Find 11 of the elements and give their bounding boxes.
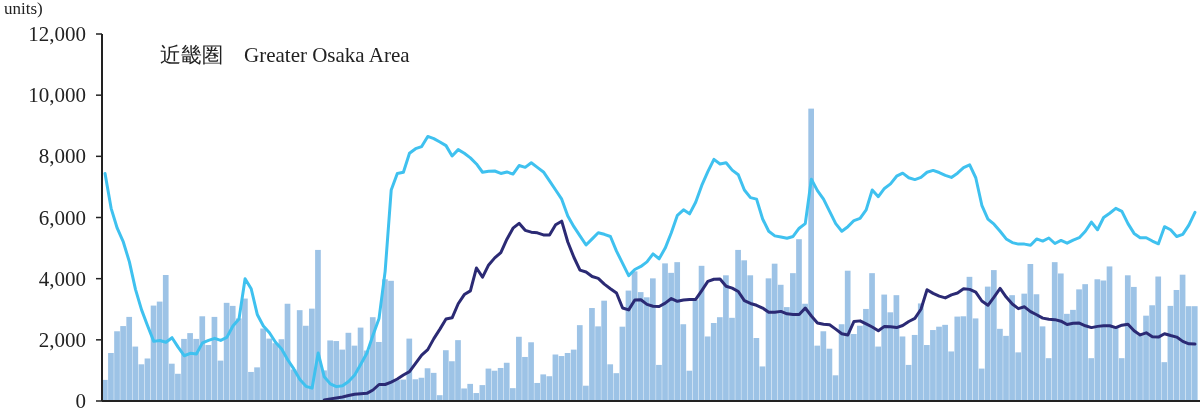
y-tick-label: 12,000 <box>28 22 86 46</box>
chart-title: 近畿圏 Greater Osaka Area <box>160 43 411 67</box>
line-series <box>322 219 1197 402</box>
y-tick-label: 4,000 <box>38 266 86 291</box>
y-tick-label: 8,000 <box>38 144 86 169</box>
line-series <box>103 134 1197 390</box>
y-tick-label: 6,000 <box>38 205 86 230</box>
y-axis-title: units) <box>4 0 43 18</box>
y-tick-label: 0 <box>75 389 86 409</box>
y-tick-label: 2,000 <box>38 327 86 352</box>
y-tick-label: 10,000 <box>28 83 86 108</box>
